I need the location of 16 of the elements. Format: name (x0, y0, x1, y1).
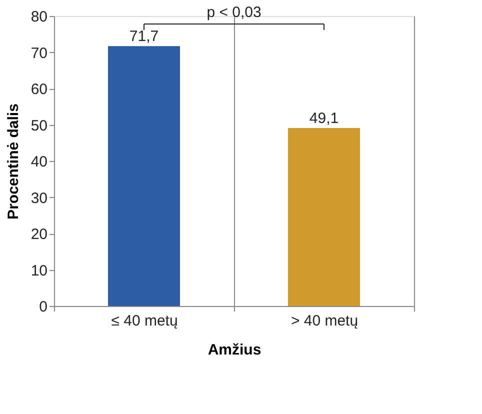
y-tick-label: 40 (30, 154, 48, 170)
y-tick-label: 20 (30, 226, 48, 243)
data-label: 49,1 (309, 110, 339, 128)
y-tick-label: 50 (30, 117, 48, 134)
y-tick-label: 80 (30, 8, 48, 26)
y-tick-label: 0 (39, 298, 48, 316)
data-label: 71,7 (129, 28, 159, 46)
y-tick-label: 10 (30, 262, 48, 280)
y-tick-label: 60 (30, 81, 48, 98)
x-axis-title: Amžius (208, 342, 262, 358)
y-tick-label: 30 (30, 190, 48, 207)
annotation: p < 0,03 (206, 4, 262, 21)
x-tick-label: > 40 metų (290, 312, 358, 330)
y-tick-label: 70 (30, 44, 48, 62)
x-tick-label: ≤ 40 metų (111, 312, 178, 330)
y-axis-title: Procentinė dalis (4, 104, 22, 220)
